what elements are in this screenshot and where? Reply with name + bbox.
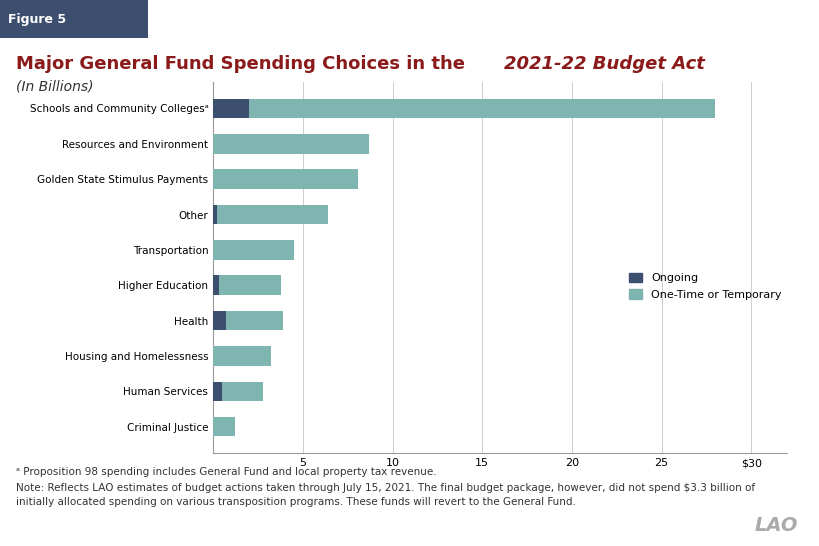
Bar (213, 382, 222, 401)
Text: ᵃ Proposition 98 spending includes General Fund and local property tax revenue.: ᵃ Proposition 98 spending includes Gener… (16, 467, 437, 477)
Text: 2021-22 Budget Act: 2021-22 Budget Act (504, 55, 704, 73)
Text: (In Billions): (In Billions) (16, 79, 94, 93)
Text: Figure 5: Figure 5 (8, 13, 66, 26)
Bar (219, 276, 281, 295)
Bar (213, 240, 293, 259)
Bar (213, 134, 369, 153)
Bar (216, 205, 328, 224)
Bar (213, 346, 270, 366)
Text: LAO: LAO (753, 516, 797, 535)
Bar (225, 311, 283, 330)
Legend: Ongoing, One-Time or Temporary: Ongoing, One-Time or Temporary (628, 272, 781, 300)
Text: Major General Fund Spending Choices in the: Major General Fund Spending Choices in t… (16, 55, 471, 73)
Bar (213, 417, 234, 436)
Bar (213, 169, 358, 189)
Bar (222, 382, 263, 401)
Bar (213, 276, 219, 295)
Text: initially allocated spending on various transposition programs. These funds will: initially allocated spending on various … (16, 497, 576, 507)
FancyBboxPatch shape (0, 0, 147, 38)
Bar (213, 205, 216, 224)
Text: Note: Reflects LAO estimates of budget actions taken through July 15, 2021. The : Note: Reflects LAO estimates of budget a… (16, 483, 754, 493)
Bar (213, 311, 225, 330)
Bar (249, 99, 714, 118)
Bar (213, 99, 249, 118)
